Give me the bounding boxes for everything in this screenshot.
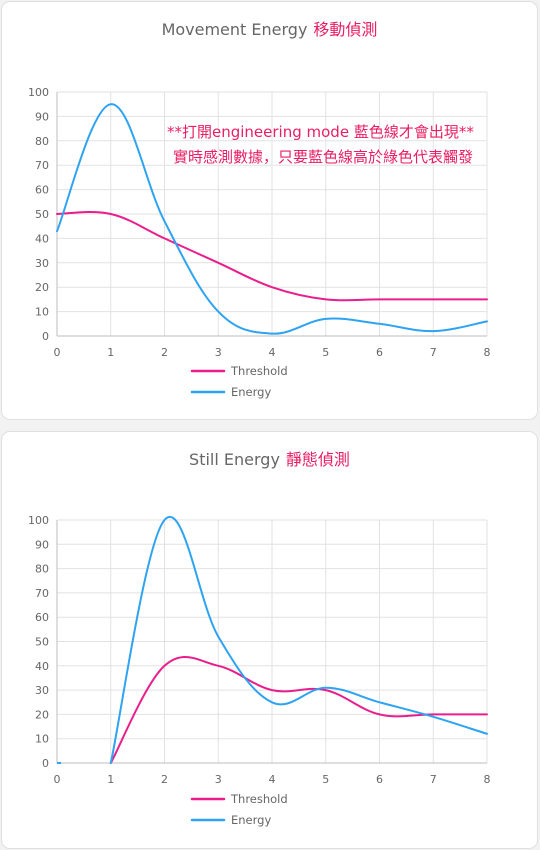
threshold-point: [162, 236, 167, 241]
y-tick-label: 10: [35, 733, 49, 746]
x-tick-label: 0: [54, 346, 61, 359]
energy-point: [485, 731, 490, 736]
x-tick-label: 6: [376, 773, 383, 786]
energy-point: [108, 761, 113, 766]
y-tick-label: 30: [35, 684, 49, 697]
y-tick-label: 60: [35, 184, 49, 197]
threshold-point: [270, 285, 275, 290]
y-tick-label: 50: [35, 208, 49, 221]
energy-point: [377, 700, 382, 705]
y-tick-label: 100: [28, 86, 49, 99]
x-tick-label: 7: [430, 346, 437, 359]
energy-point: [323, 685, 328, 690]
energy-legend-label[interactable]: Energy: [231, 813, 271, 827]
energy-point: [270, 700, 275, 705]
y-tick-label: 20: [35, 281, 49, 294]
still-energy-card: Still Energy 靜態偵測 0 10 20 30 40 50 60 70 80 90 100 0…: [1, 431, 538, 849]
energy-point: [323, 316, 328, 321]
x-tick-label: 3: [215, 773, 222, 786]
energy-point: [216, 634, 221, 639]
energy-point: [270, 331, 275, 336]
y-tick-label: 70: [35, 159, 49, 172]
x-tick-label: 4: [269, 773, 276, 786]
x-tick-label: 3: [215, 346, 222, 359]
threshold-point: [431, 297, 436, 302]
threshold-point: [485, 712, 490, 717]
threshold-point: [377, 712, 382, 717]
y-tick-label: 100: [28, 514, 49, 527]
energy-point: [162, 219, 167, 224]
y-tick-label: 50: [35, 636, 49, 649]
y-tick-label: 20: [35, 708, 49, 721]
y-tick-label: 70: [35, 587, 49, 600]
y-tick-label: 10: [35, 306, 49, 319]
threshold-point: [216, 663, 221, 668]
threshold-point: [216, 260, 221, 265]
still-energy-chart: 0 10 20 30 40 50 60 70 80 90 100 0 1 2 3 4 5 6 7 8 Threshold…: [2, 432, 539, 850]
threshold-point: [377, 297, 382, 302]
energy-point: [162, 518, 167, 523]
y-tick-label: 30: [35, 257, 49, 270]
grid: [57, 520, 487, 763]
energy-point: [485, 319, 490, 324]
note-line-1: **打開engineering mode 藍色線才會出現**: [167, 120, 474, 145]
y-tick-label: 80: [35, 563, 49, 576]
energy-point: [431, 714, 436, 719]
energy-legend-label[interactable]: Energy: [231, 385, 271, 399]
y-tick-label: 0: [42, 330, 49, 343]
threshold-point: [55, 212, 60, 217]
x-tick-label: 4: [269, 346, 276, 359]
x-tick-label: 7: [430, 773, 437, 786]
note-line-2: 實時感測數據，只要藍色線高於綠色代表觸發: [173, 145, 474, 170]
movement-energy-card: Movement Energy 移動偵測 0 10 20 30 40 50 60 70 80 90 1…: [1, 1, 538, 420]
x-tick-label: 8: [484, 346, 491, 359]
threshold-legend-label[interactable]: Threshold: [230, 364, 288, 378]
threshold-point: [162, 663, 167, 668]
threshold-point: [108, 212, 113, 217]
x-tick-label: 5: [322, 346, 329, 359]
movement-energy-chart: 0 10 20 30 40 50 60 70 80 90 100 0 1 2 3 4 5 6 7 8 Threshold…: [2, 2, 539, 421]
x-tick-label: 6: [376, 346, 383, 359]
threshold-series-line: [111, 657, 487, 763]
y-tick-label: 80: [35, 135, 49, 148]
threshold-point: [270, 688, 275, 693]
x-tick-label: 0: [54, 773, 61, 786]
energy-point: [431, 329, 436, 334]
engineering-mode-notes: **打開engineering mode 藍色線才會出現** 實時感測數據，只要…: [167, 120, 474, 170]
y-tick-label: 90: [35, 538, 49, 551]
x-tick-label: 1: [107, 773, 114, 786]
x-tick-label: 2: [161, 773, 168, 786]
x-tick-label: 8: [484, 773, 491, 786]
y-tick-label: 60: [35, 611, 49, 624]
energy-point: [377, 321, 382, 326]
threshold-legend-label[interactable]: Threshold: [230, 792, 288, 806]
energy-point: [216, 309, 221, 314]
y-tick-label: 90: [35, 110, 49, 123]
y-tick-label: 0: [42, 757, 49, 770]
x-tick-label: 5: [322, 773, 329, 786]
x-tick-label: 2: [161, 346, 168, 359]
threshold-point: [485, 297, 490, 302]
x-tick-label: 1: [107, 346, 114, 359]
energy-point: [108, 102, 113, 107]
energy-series-line: [111, 517, 487, 763]
energy-point: [55, 229, 60, 234]
threshold-point: [323, 297, 328, 302]
y-tick-label: 40: [35, 232, 49, 245]
y-tick-label: 40: [35, 660, 49, 673]
